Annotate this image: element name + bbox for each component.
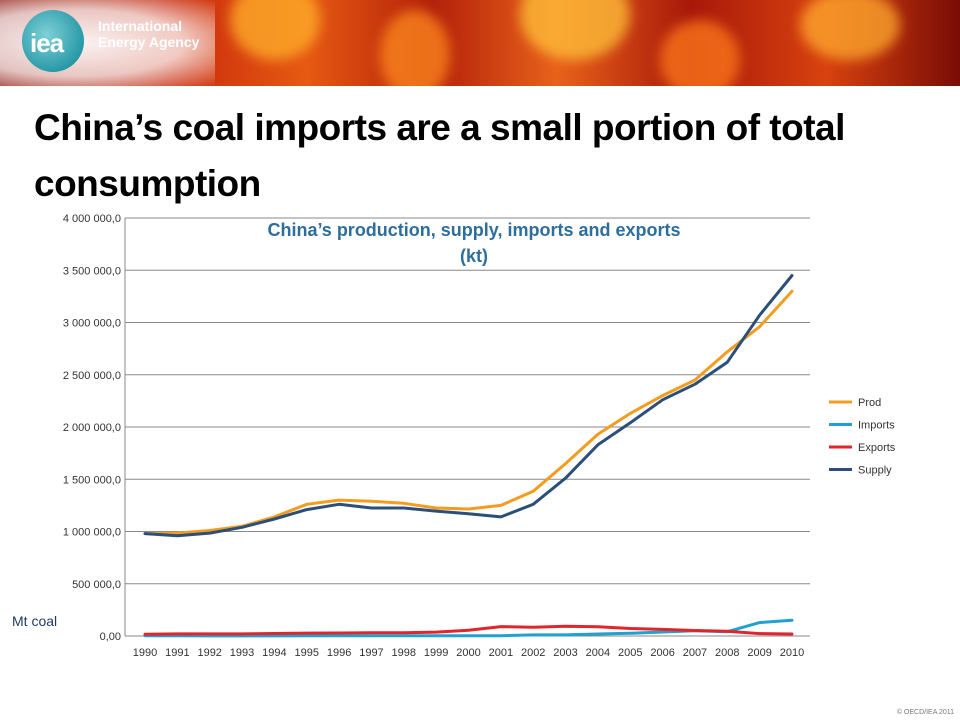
series-line-supply [143, 274, 794, 538]
x-tick-label: 1997 [359, 647, 383, 659]
x-tick-label: 1991 [165, 647, 189, 659]
y-tick-label: 1 500 000,0 [63, 474, 121, 486]
x-tick-label: 1994 [262, 647, 286, 659]
flame-decoration [660, 20, 740, 86]
org-name-line-1: International [98, 18, 183, 34]
grid-lines [125, 217, 810, 585]
flame-decoration [380, 10, 450, 86]
x-tick-label: 2009 [747, 647, 771, 659]
y-tick-label: 1 000 000,0 [63, 527, 121, 539]
legend-label-supply: Supply [858, 465, 892, 477]
logo-area: iea International Energy Agency [0, 0, 215, 86]
x-tick-label: 2007 [683, 647, 707, 659]
y-tick-label: 2 500 000,0 [63, 370, 121, 382]
slide-title: China’s coal imports are a small portion… [34, 107, 845, 204]
x-tick-label: 1998 [392, 647, 416, 659]
copyright-text: © OECD/IEA 2011 [896, 709, 954, 716]
chart-title-line-2: (kt) [460, 246, 488, 266]
x-tick-label: 1993 [230, 647, 254, 659]
organization-name: International Energy Agency [98, 18, 199, 50]
x-tick-label: 1992 [197, 647, 221, 659]
header-banner: iea International Energy Agency [0, 0, 960, 86]
x-tick-label: 2010 [780, 647, 804, 659]
legend-label-exports: Exports [858, 442, 896, 454]
legend-label-imports: Imports [858, 420, 895, 432]
y-tick-label: 500 000,0 [72, 579, 121, 591]
y-tick-label: 3 000 000,0 [63, 318, 121, 330]
y-tick-label: 4 000 000,0 [63, 213, 121, 225]
x-tick-label: 2000 [456, 647, 480, 659]
y-axis-label: Mt coal [12, 613, 58, 629]
x-tick-label: 2003 [553, 647, 577, 659]
series-line-prod [143, 289, 794, 536]
x-tick-label: 2008 [715, 647, 739, 659]
chart-title-line-1: China’s production, supply, imports and … [267, 220, 680, 240]
y-tick-label: 2 000 000,0 [63, 422, 121, 434]
x-tick-label: 2001 [489, 647, 513, 659]
iea-logo-icon [22, 10, 84, 72]
x-tick-label: 1995 [295, 647, 319, 659]
x-tick-label: 2005 [618, 647, 642, 659]
x-tick-label: 1996 [327, 647, 351, 659]
logo-text: iea [30, 28, 64, 58]
y-axis-ticks: 0,00 500 000,0 1 000 000,0 1 500 000,0 2 000… [63, 213, 121, 643]
legend-label-prod: Prod [858, 397, 881, 409]
x-axis-ticks: 1990 1991 1992 1993 1994 1995 1996 1997 1998 1999… [133, 647, 804, 659]
x-tick-label: 2006 [650, 647, 674, 659]
x-tick-label: 1999 [424, 647, 448, 659]
x-tick-label: 2004 [586, 647, 610, 659]
org-name-line-2: Energy Agency [98, 34, 200, 50]
x-tick-label: 2002 [521, 647, 545, 659]
series-lines [143, 274, 794, 638]
flame-decoration [800, 0, 900, 60]
legend: Prod Imports Exports Supply [829, 397, 896, 477]
x-tick-label: 1990 [133, 647, 157, 659]
y-tick-label: 3 500 000,0 [63, 265, 121, 277]
y-tick-label: 0,00 [100, 631, 121, 643]
series-line-exports [143, 624, 794, 636]
